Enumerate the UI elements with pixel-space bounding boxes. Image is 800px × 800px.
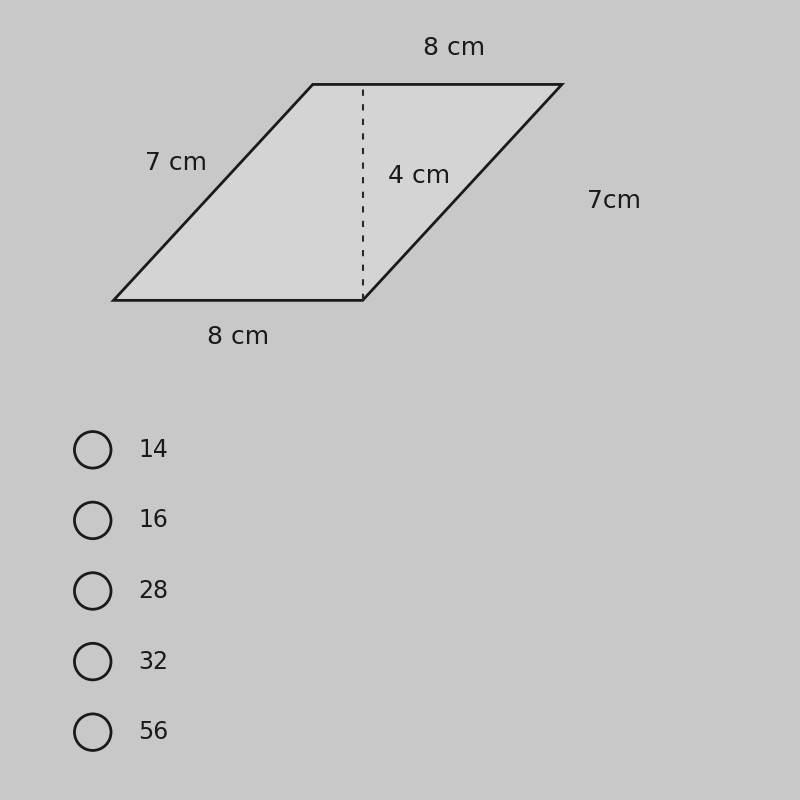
Text: 28: 28: [138, 579, 169, 603]
Text: 56: 56: [138, 720, 169, 744]
Text: 7 cm: 7 cm: [145, 151, 206, 175]
Text: 8 cm: 8 cm: [207, 326, 269, 350]
Text: 32: 32: [138, 650, 169, 674]
Text: 16: 16: [138, 509, 168, 533]
Text: 8 cm: 8 cm: [423, 35, 485, 59]
Text: 4 cm: 4 cm: [387, 164, 450, 188]
Text: 14: 14: [138, 438, 168, 462]
Polygon shape: [114, 85, 562, 300]
Text: 7cm: 7cm: [587, 189, 641, 213]
